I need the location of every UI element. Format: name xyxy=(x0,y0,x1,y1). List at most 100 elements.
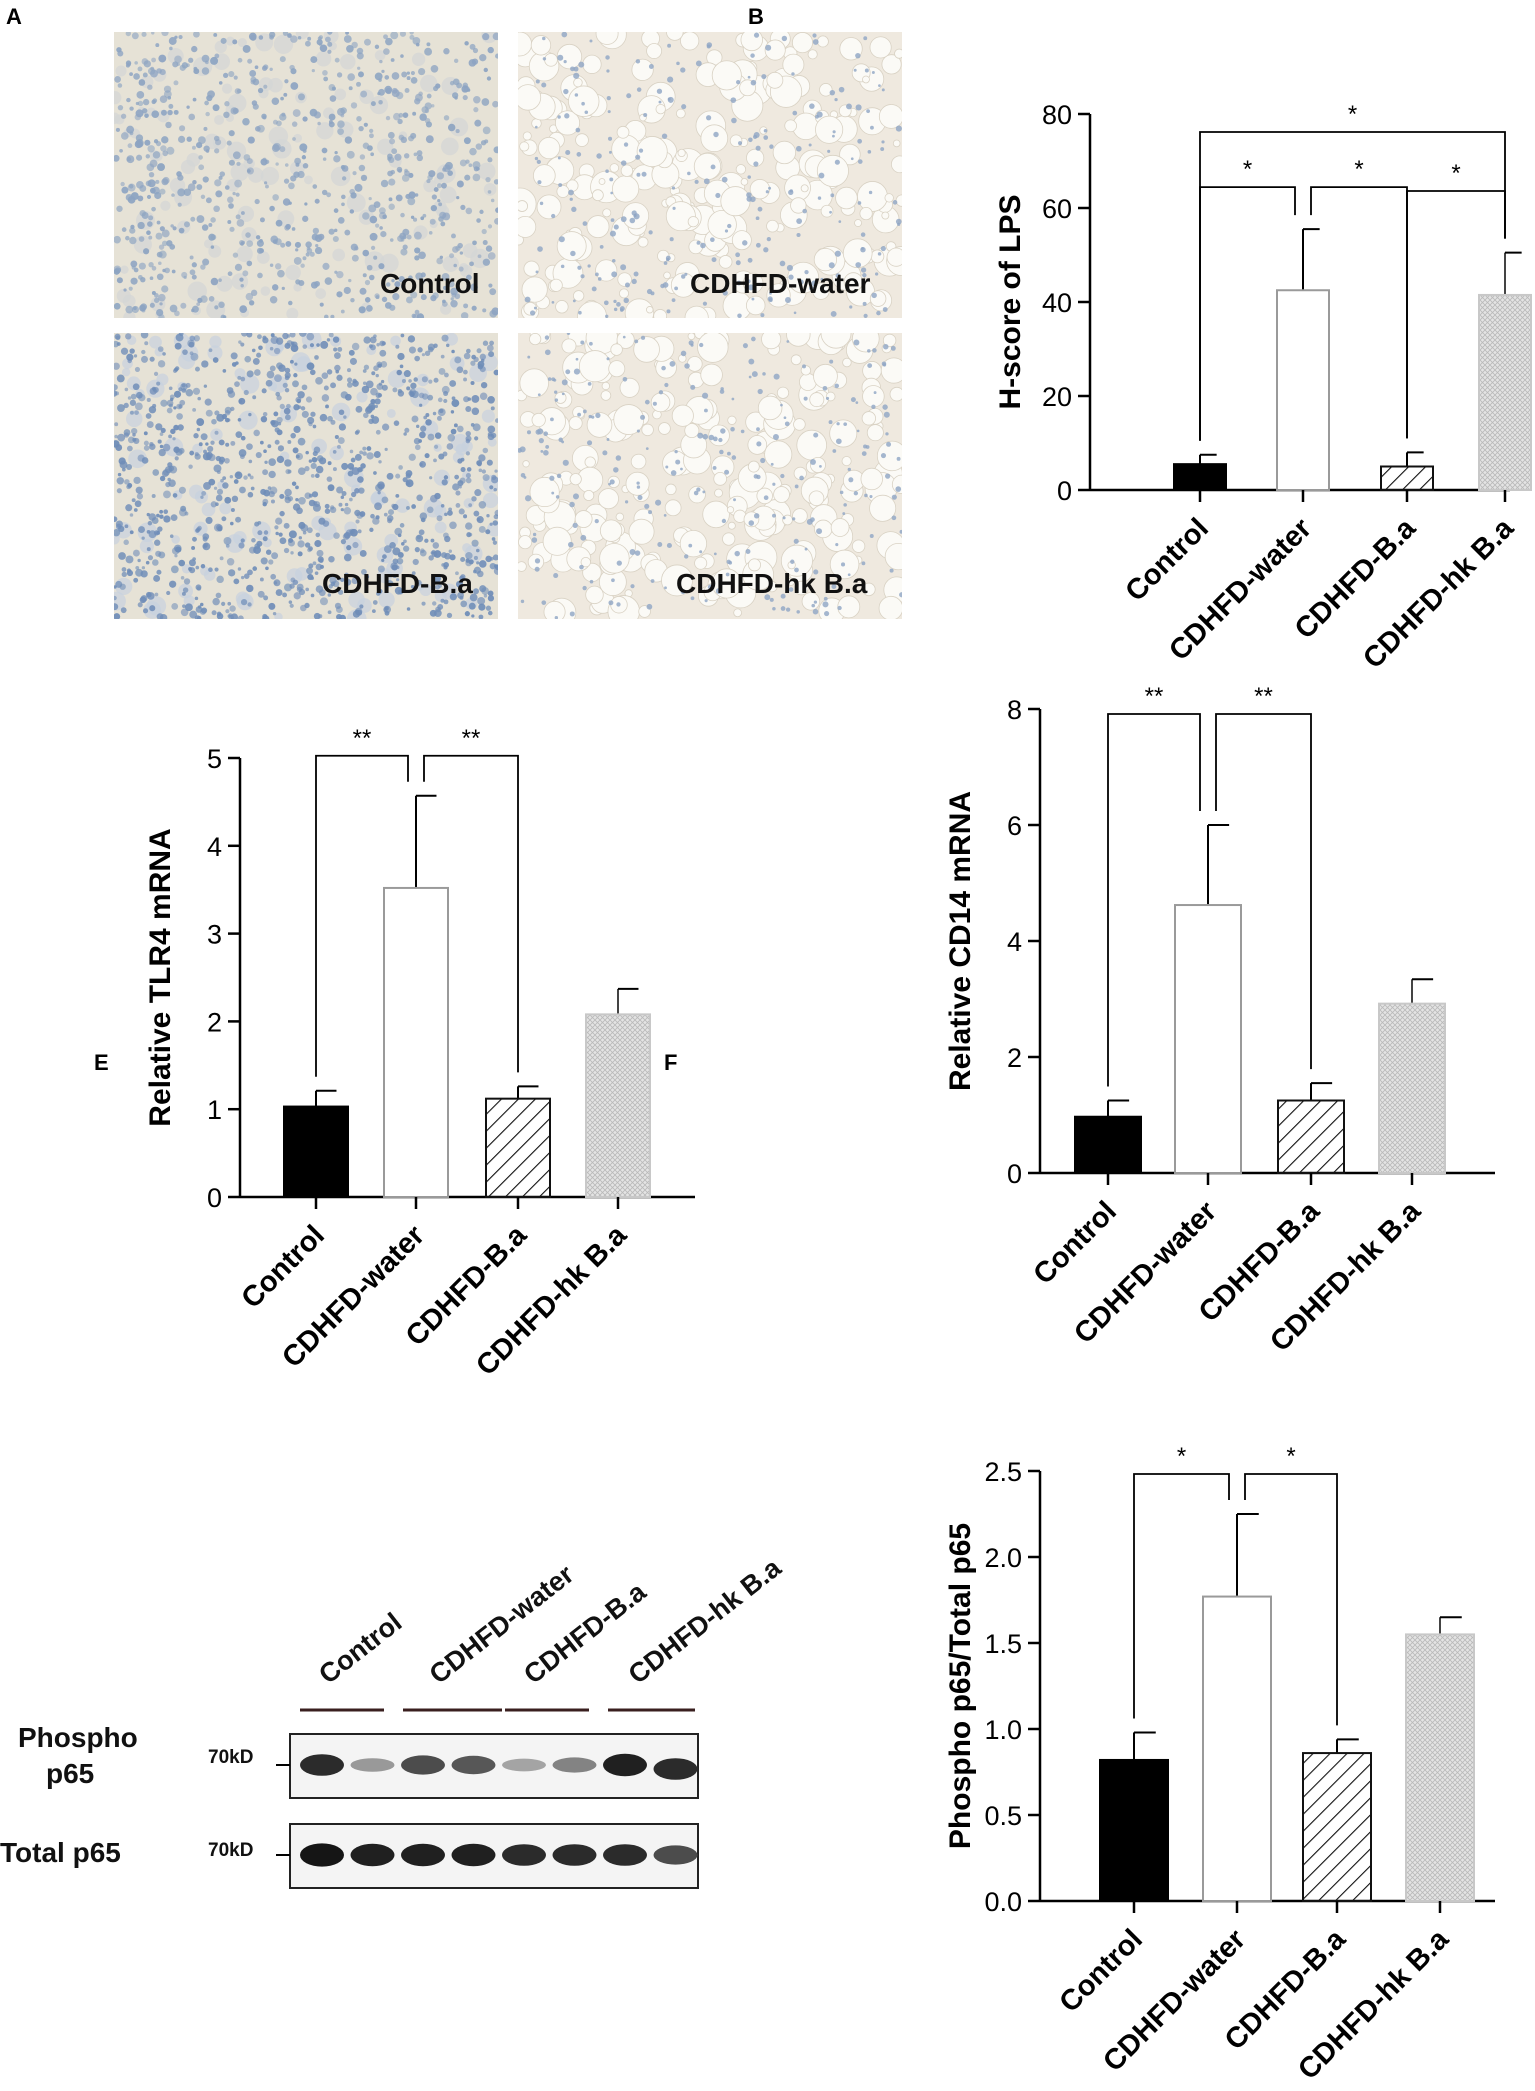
y-tick-label: 2 xyxy=(207,1007,222,1037)
y-tick-label: 1.5 xyxy=(984,1629,1022,1659)
significance-label: * xyxy=(1451,160,1460,187)
y-tick-label: 0.0 xyxy=(984,1887,1022,1917)
y-tick-label: 0 xyxy=(207,1183,222,1213)
blot-band xyxy=(552,1844,597,1866)
x-tick-label: Control xyxy=(1053,1923,1149,2019)
significance-label: * xyxy=(1354,156,1363,183)
y-tick-label: 60 xyxy=(1042,194,1072,224)
significance-label: * xyxy=(1348,101,1357,128)
bar-1 xyxy=(1276,289,1330,491)
micrograph-label-cdhfd-water: CDHFD-water xyxy=(690,268,871,299)
bar-0 xyxy=(283,1105,349,1199)
y-tick-label: 0 xyxy=(1057,476,1072,506)
tissue-texture xyxy=(114,333,498,619)
significance-label: ** xyxy=(1145,683,1164,710)
y-tick-label: 0 xyxy=(1007,1159,1022,1189)
bar-0 xyxy=(1099,1758,1169,1902)
tissue-texture xyxy=(518,32,902,318)
blot-marker-total: 70kD xyxy=(208,1840,254,1861)
blot-row-label-phospho-line2: p65 xyxy=(46,1758,95,1789)
significance-bracket xyxy=(423,754,519,1073)
significance-label: * xyxy=(1243,156,1252,183)
blot-band xyxy=(350,1843,395,1867)
panel-letter-f: F xyxy=(664,1050,678,1075)
significance-label: * xyxy=(1286,1443,1295,1470)
blot-band xyxy=(350,1758,395,1772)
blot-band xyxy=(603,1844,647,1866)
lane-label: Control xyxy=(313,1607,407,1690)
micrograph-label-control: Control xyxy=(380,268,480,299)
blot-band xyxy=(653,1758,698,1780)
blot-marker-phospho: 70kD xyxy=(208,1747,254,1768)
y-tick-label: 5 xyxy=(207,744,222,774)
y-tick-label: 6 xyxy=(1007,811,1022,841)
panel-letter-b: B xyxy=(748,4,764,29)
bar-1 xyxy=(1202,1595,1272,1902)
chart-f-phospho-ratio: 0.0 0.5 1.0 1.5 2.0 2.5 Phospho p65/Total p65 C… xyxy=(944,1443,1495,2086)
blot-band xyxy=(653,1845,698,1865)
y-axis-label: Relative TLR4 mRNA xyxy=(144,828,177,1126)
significance-bracket xyxy=(1133,1473,1230,1719)
blot-band xyxy=(300,1843,344,1867)
y-tick-label: 40 xyxy=(1042,288,1072,318)
bar-3 xyxy=(585,1013,651,1198)
significance-bracket xyxy=(1199,131,1506,441)
significance-label: ** xyxy=(1254,683,1273,710)
bar-2 xyxy=(485,1097,551,1198)
micrograph-label-cdhfd-hk-b-a: CDHFD-hk B.a xyxy=(676,568,868,599)
tissue-texture xyxy=(518,333,902,619)
y-axis-label: Relative CD14 mRNA xyxy=(944,791,977,1091)
y-tick-label: 0.5 xyxy=(984,1801,1022,1831)
blot-band xyxy=(401,1755,445,1775)
significance-bracket xyxy=(1215,713,1312,1070)
blot-row-label-phospho-line1: Phospho xyxy=(18,1722,138,1753)
y-tick-label: 8 xyxy=(1007,695,1022,725)
micrograph-control xyxy=(114,32,498,318)
bar-2 xyxy=(1302,1752,1372,1902)
bar-3 xyxy=(1378,1002,1446,1175)
blot-band xyxy=(552,1757,597,1773)
tissue-texture xyxy=(114,32,498,318)
y-tick-label: 2.5 xyxy=(984,1457,1022,1487)
blot-band xyxy=(502,1758,546,1772)
y-tick-label: 3 xyxy=(207,920,222,950)
y-tick-label: 1.0 xyxy=(984,1715,1022,1745)
blot-row-label-total: Total p65 xyxy=(0,1837,121,1868)
lane-label: CDHFD-hk B.a xyxy=(623,1552,788,1690)
bar-3 xyxy=(1478,293,1532,491)
blot-band xyxy=(451,1843,496,1867)
y-tick-label: 80 xyxy=(1042,100,1072,130)
blot-band xyxy=(502,1844,546,1866)
bar-3 xyxy=(1405,1633,1475,1902)
y-tick-label: 4 xyxy=(1007,927,1022,957)
blot-band xyxy=(401,1843,445,1867)
y-tick-label: 4 xyxy=(207,832,222,862)
micrograph-label-cdhfd-b-a: CDHFD-B.a xyxy=(322,568,473,599)
significance-label: * xyxy=(1177,1443,1186,1470)
x-tick-label: Control xyxy=(235,1219,331,1315)
micrograph-cdhfd-water xyxy=(518,32,902,318)
bar-1 xyxy=(383,886,449,1198)
significance-bracket xyxy=(1244,1473,1338,1726)
x-tick-label: Control xyxy=(1027,1195,1123,1291)
bar-2 xyxy=(1277,1099,1345,1174)
bar-2 xyxy=(1380,465,1434,491)
micrograph-cdhfd-b-a xyxy=(114,333,498,619)
significance-bracket xyxy=(315,754,409,1077)
y-axis-label: Phospho p65/Total p65 xyxy=(944,1523,977,1849)
significance-label: ** xyxy=(462,725,481,752)
significance-label: ** xyxy=(353,725,372,752)
y-axis-label: H-score of LPS xyxy=(994,194,1027,409)
bar-1 xyxy=(1174,904,1242,1174)
panel-letter-e: E xyxy=(94,1050,109,1075)
y-tick-label: 2.0 xyxy=(984,1543,1022,1573)
y-tick-label: 2 xyxy=(1007,1043,1022,1073)
blot-band xyxy=(300,1754,344,1776)
blot-band xyxy=(451,1755,496,1775)
x-tick-label: Control xyxy=(1119,512,1215,608)
micrograph-cdhfd-hk-b-a xyxy=(518,333,902,619)
y-tick-label: 1 xyxy=(207,1095,222,1125)
